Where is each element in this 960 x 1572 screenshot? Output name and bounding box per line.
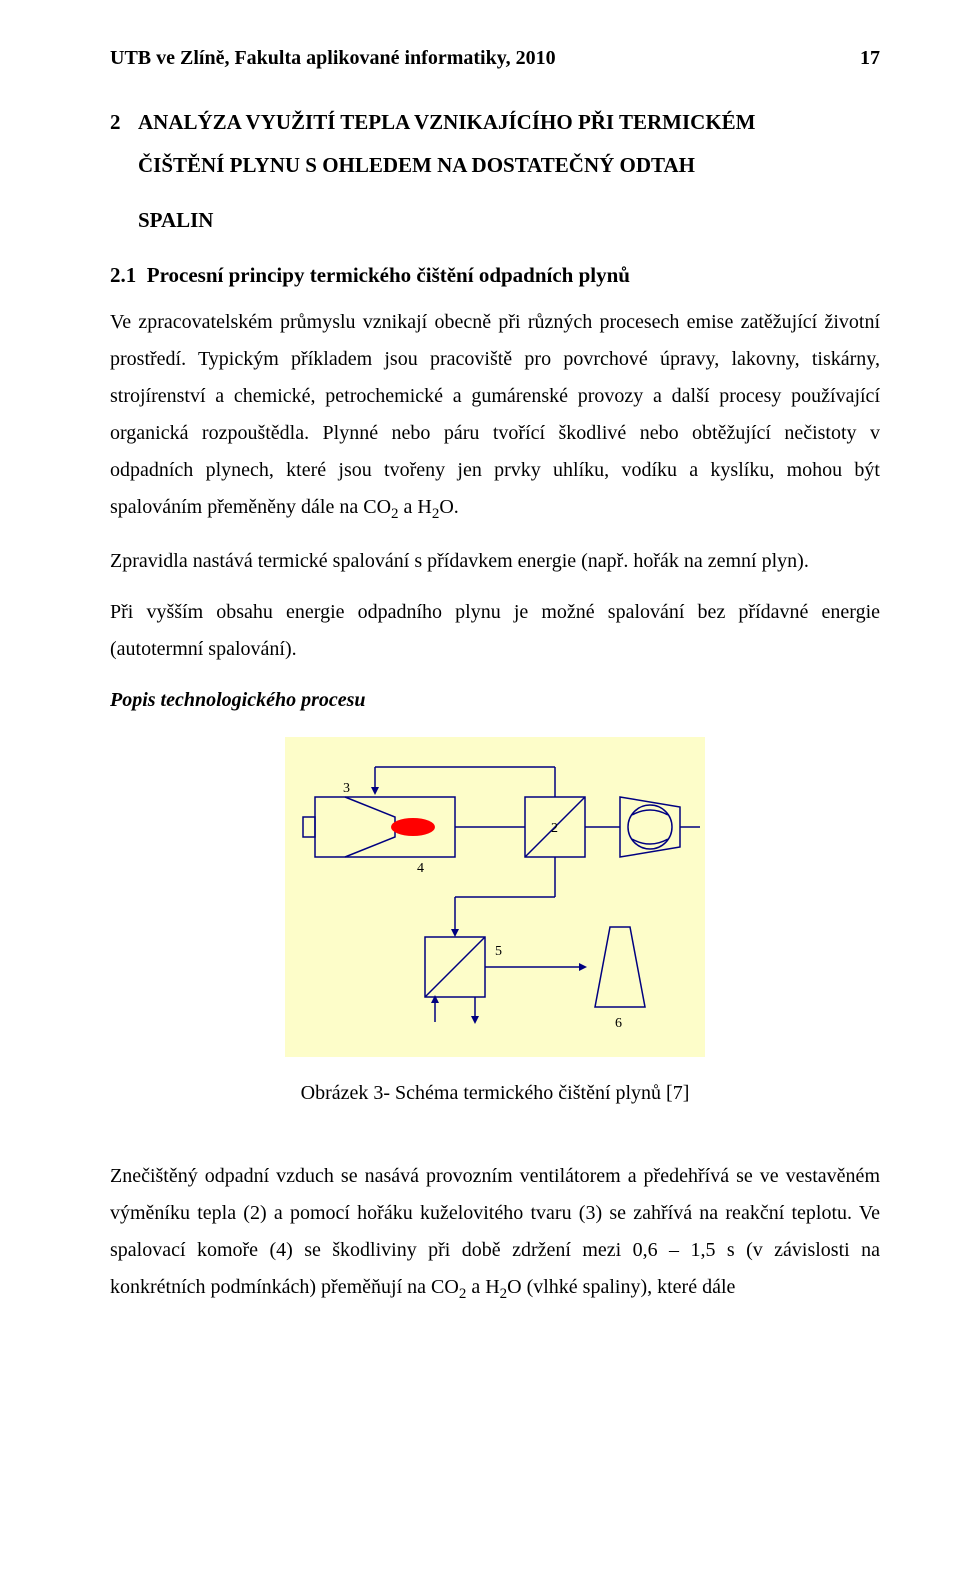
- svg-text:5: 5: [495, 944, 502, 959]
- page-header: UTB ve Zlíně, Fakulta aplikované informa…: [110, 40, 880, 77]
- paragraph-bottom-tail: a H: [466, 1276, 499, 1298]
- diagram-svg: 3 4 2 5 6: [285, 737, 705, 1057]
- process-description-label: Popis technologického procesu: [110, 682, 880, 719]
- svg-text:3: 3: [343, 781, 350, 796]
- paragraph-1-tail2: O.: [439, 496, 458, 518]
- subscript-2: 2: [391, 506, 399, 522]
- svg-text:6: 6: [615, 1016, 622, 1031]
- figure-diagram: 3 4 2 5 6: [110, 737, 880, 1057]
- paragraph-2: Zpravidla nastává termické spalování s p…: [110, 543, 880, 580]
- paragraph-bottom-tail2: O (vlhké spaliny), které dále: [507, 1276, 735, 1298]
- section-title-line3: SPALIN: [138, 201, 880, 240]
- subsection-title: Procesní principy termického čištění odp…: [147, 263, 630, 287]
- header-left: UTB ve Zlíně, Fakulta aplikované informa…: [110, 40, 556, 77]
- paragraph-bottom: Znečištěný odpadní vzduch se nasává prov…: [110, 1158, 880, 1309]
- figure-caption: Obrázek 3- Schéma termického čištění ply…: [110, 1075, 880, 1112]
- section-title-line2: ČIŠTĚNÍ PLYNU S OHLEDEM NA DOSTATEČNÝ OD…: [138, 146, 880, 185]
- paragraph-3: Při vyšším obsahu energie odpadního plyn…: [110, 594, 880, 668]
- svg-text:4: 4: [417, 861, 424, 876]
- section-number: 2: [110, 103, 138, 142]
- header-page-number: 17: [860, 40, 880, 77]
- paragraph-1-tail: a H: [399, 496, 432, 518]
- subsection-heading: 2.1 Procesní principy termického čištění…: [110, 256, 880, 295]
- subsection-number: 2.1: [110, 263, 136, 287]
- paragraph-1-main: Ve zpracovatelském průmyslu vznikají obe…: [110, 311, 880, 518]
- paragraph-1: Ve zpracovatelském průmyslu vznikají obe…: [110, 304, 880, 529]
- section-heading: 2ANALÝZA VYUŽITÍ TEPLA VZNIKAJÍCÍHO PŘI …: [110, 103, 880, 142]
- svg-text:2: 2: [551, 821, 558, 836]
- section-title-line1: ANALÝZA VYUŽITÍ TEPLA VZNIKAJÍCÍHO PŘI T…: [138, 110, 755, 134]
